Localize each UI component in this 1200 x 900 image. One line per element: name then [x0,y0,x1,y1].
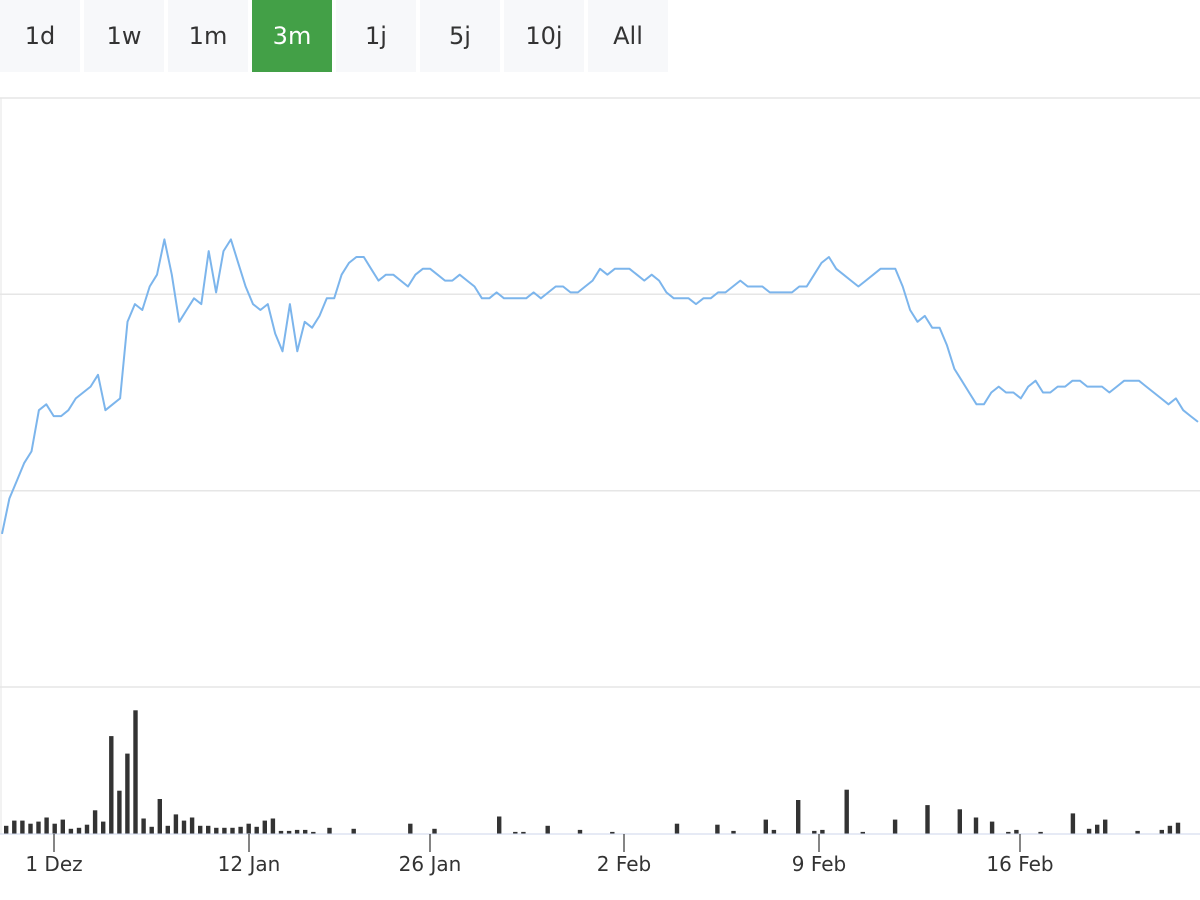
volume-bar [521,831,526,834]
volume-bar [294,829,300,834]
volume-bar [973,817,979,834]
x-tick-label: 26 Jan [399,852,462,876]
volume-bar [1167,825,1173,834]
x-tick-label: 1 Dez [25,852,82,876]
volume-bar [68,828,74,834]
volume-bar [125,753,130,834]
range-button-1j[interactable]: 1j [336,0,416,72]
volume-bar [1014,829,1019,834]
volume-bar [1095,824,1100,834]
volume-bar [92,810,98,834]
volume-bar [1159,829,1164,834]
volume-bar [198,825,203,834]
volume-bar [60,819,65,834]
volume-bar [545,825,550,834]
volume-bar [157,799,162,834]
volume-bar [763,819,768,834]
volume-bar [674,823,680,834]
x-tick-label: 12 Jan [218,852,281,876]
volume-bar [1175,822,1181,834]
volume-bars [4,710,1181,834]
volume-bar [860,831,865,834]
volume-bar [230,827,235,834]
volume-bar [771,829,777,834]
range-button-3m[interactable]: 3m [252,0,332,72]
volume-bar [52,823,57,834]
range-button-5j[interactable]: 5j [420,0,500,72]
range-button-1m[interactable]: 1m [168,0,248,72]
volume-bar [1086,828,1092,834]
price-line [1,238,1199,535]
volume-bar [246,823,251,834]
volume-bar [76,827,82,834]
volume-bar [189,817,195,834]
volume-bar [731,830,736,834]
volume-bar [1135,830,1140,834]
volume-bar [408,823,413,834]
x-tick-label: 2 Feb [597,852,652,876]
x-tick-label: 16 Feb [986,852,1053,876]
volume-bar [957,809,962,834]
volume-bar [222,827,227,834]
volume-bar [206,825,211,834]
volume-bar [28,823,33,834]
volume-bar [1038,831,1043,834]
volume-bar [133,710,138,834]
volume-bar [101,821,106,834]
volume-bar [513,831,518,834]
volume-bar [1103,819,1108,834]
range-button-10j[interactable]: 10j [504,0,584,72]
x-tick-label: 9 Feb [792,852,847,876]
x-axis: 1 Dez 12 Jan 26 Jan 2 Feb 9 Feb 16 Feb [0,833,1200,876]
volume-bar [715,824,720,834]
volume-bar [812,830,817,834]
range-selector: 1d 1w 1m 3m 1j 5j 10j All [0,0,668,72]
volume-bar [610,831,615,834]
volume-bar [925,805,930,834]
volume-bar [149,826,154,834]
volume-bar [351,828,356,834]
volume-bar [84,824,90,834]
volume-bar [1006,831,1011,834]
volume-bar [303,829,308,834]
volume-bar [820,829,825,834]
volume-bar [262,820,267,834]
volume-bar [1070,813,1076,834]
volume-bar [254,826,259,834]
volume-bar [12,820,17,834]
volume-bar [238,826,243,834]
range-button-1d[interactable]: 1d [0,0,80,72]
range-button-all[interactable]: All [588,0,668,72]
volume-bar [109,736,114,834]
range-button-1w[interactable]: 1w [84,0,164,72]
volume-bar [577,829,583,834]
volume-bar [117,790,122,834]
volume-bar [278,830,284,834]
volume-bar [311,831,316,834]
volume-bar [36,821,41,834]
volume-bar [165,825,170,834]
volume-bar [4,825,9,834]
volume-bar [796,800,801,834]
volume-bar [20,820,25,834]
volume-bar [173,814,179,834]
volume-bar [270,818,276,834]
volume-bar [892,819,898,834]
grid-lines [0,97,1200,834]
volume-bar [844,789,849,834]
volume-bar [497,816,502,834]
volume-bar [327,827,332,834]
price-series [1,238,1199,535]
volume-bar [214,827,219,834]
volume-bar [181,820,187,834]
volume-bar [286,830,292,834]
volume-bar [44,817,49,834]
volume-bar [989,821,995,834]
volume-bar [141,818,146,834]
volume-bar [432,828,437,834]
